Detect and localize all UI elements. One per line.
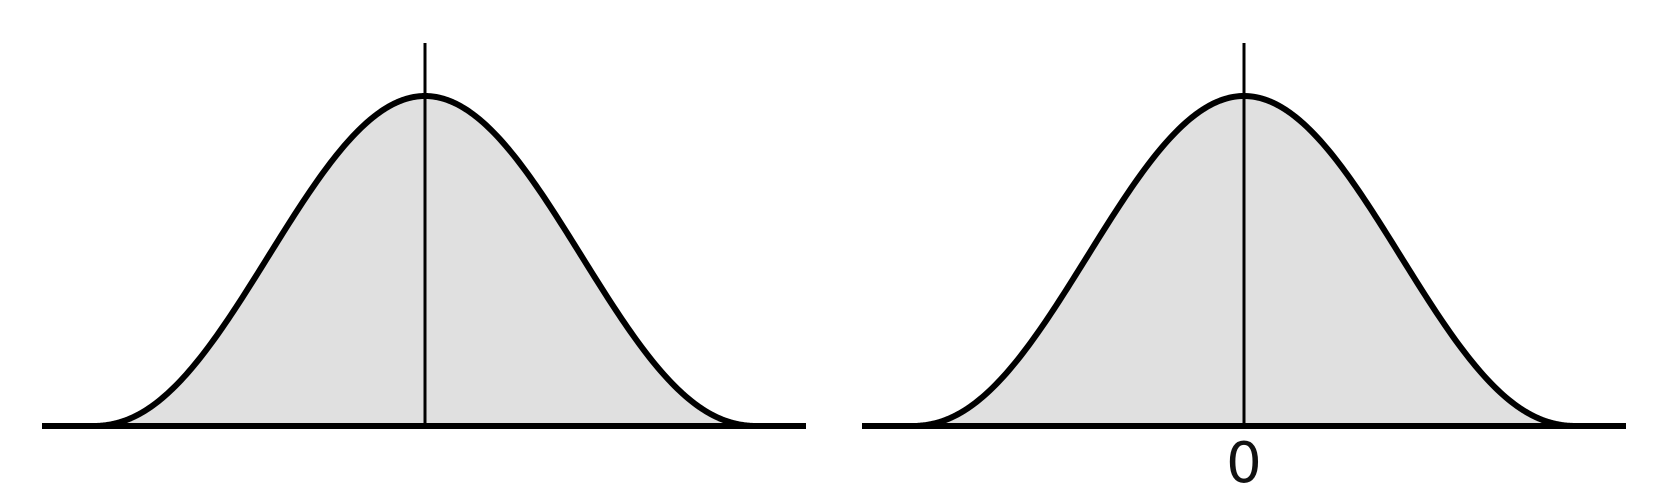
- right-panel: 0: [862, 43, 1626, 496]
- left-bell-curve: [91, 93, 759, 429]
- left-panel: [42, 43, 806, 429]
- right-bell-curve: [911, 93, 1579, 429]
- right-center-tick-label: 0: [1226, 431, 1262, 496]
